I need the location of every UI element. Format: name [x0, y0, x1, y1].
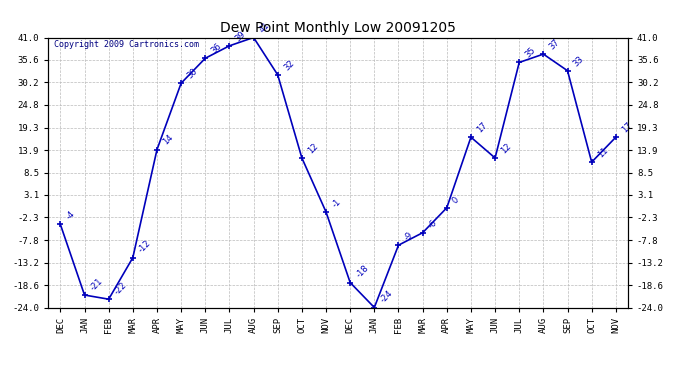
Text: 36: 36: [210, 42, 224, 56]
Text: 17: 17: [475, 120, 489, 134]
Text: 35: 35: [524, 46, 538, 60]
Text: 39: 39: [234, 29, 248, 43]
Text: -9: -9: [403, 230, 415, 242]
Text: 14: 14: [161, 133, 175, 147]
Text: 41: 41: [258, 21, 272, 35]
Text: -1: -1: [331, 197, 342, 209]
Text: -18: -18: [355, 264, 371, 280]
Text: -6: -6: [427, 217, 439, 230]
Text: -24: -24: [379, 289, 395, 305]
Text: -12: -12: [137, 239, 153, 255]
Text: 0: 0: [451, 195, 461, 205]
Text: 30: 30: [186, 66, 199, 80]
Text: 33: 33: [572, 54, 586, 68]
Text: -21: -21: [89, 276, 105, 292]
Title: Dew Point Monthly Low 20091205: Dew Point Monthly Low 20091205: [220, 21, 456, 35]
Text: Copyright 2009 Cartronics.com: Copyright 2009 Cartronics.com: [54, 40, 199, 49]
Text: 17: 17: [620, 120, 634, 134]
Text: 11: 11: [596, 146, 610, 159]
Text: 37: 37: [548, 38, 562, 51]
Text: 12: 12: [500, 141, 513, 155]
Text: -4: -4: [65, 210, 77, 222]
Text: -22: -22: [113, 280, 129, 296]
Text: 12: 12: [306, 141, 320, 155]
Text: 32: 32: [282, 58, 296, 72]
